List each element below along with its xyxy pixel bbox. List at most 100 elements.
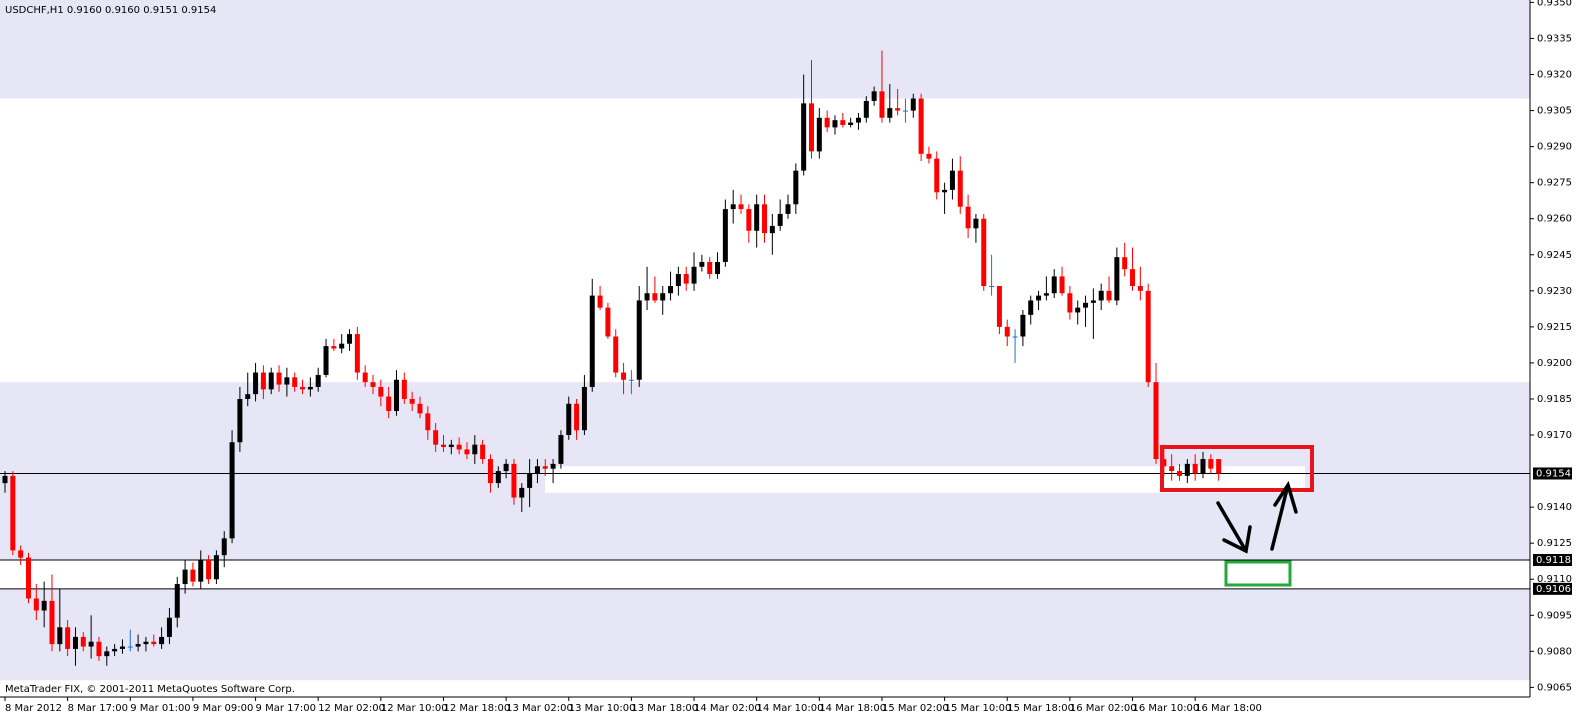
- y-tick-label: 0.9305: [1537, 106, 1572, 117]
- arrows: [1216, 480, 1298, 554]
- candle-body: [816, 117, 822, 152]
- candle-body: [1130, 269, 1136, 287]
- candle-body: [668, 286, 674, 294]
- y-tick-label: 0.9065: [1537, 682, 1572, 693]
- x-tick-label: 12 Mar 18:00: [443, 703, 510, 714]
- candle-body: [119, 646, 125, 649]
- candle-body: [464, 449, 470, 455]
- candle-body: [10, 475, 16, 551]
- candle-body: [49, 600, 55, 645]
- x-tick-label: 9 Mar 09:00: [193, 703, 253, 714]
- candle-body: [715, 261, 721, 274]
- level-label-box: [1533, 467, 1572, 480]
- candle-body: [33, 598, 39, 611]
- candle-body: [973, 218, 979, 229]
- candle-body: [660, 293, 666, 301]
- candle-body: [777, 213, 783, 226]
- candle-body: [824, 117, 830, 128]
- y-tick-label: 0.9290: [1537, 142, 1572, 153]
- candle-body: [519, 487, 525, 498]
- candle-body: [370, 382, 376, 387]
- candle-body: [41, 600, 47, 611]
- candle-body: [2, 475, 8, 484]
- candle-body: [331, 346, 337, 349]
- candle-body: [57, 627, 63, 645]
- y-tick-label: 0.9230: [1537, 286, 1572, 297]
- x-tick-label: 13 Mar 02:00: [506, 703, 573, 714]
- candle-body: [88, 641, 94, 647]
- candle-body: [1177, 471, 1182, 476]
- candle-body: [1216, 459, 1222, 474]
- candle-body: [1059, 276, 1065, 294]
- candle-body: [910, 98, 916, 111]
- y-tick-label: 0.9260: [1537, 214, 1572, 225]
- green-box: [1224, 560, 1292, 587]
- candle-body: [965, 206, 971, 229]
- candle-body: [1208, 459, 1214, 469]
- candle-body: [542, 466, 548, 469]
- candle-body: [840, 120, 846, 125]
- candle-body: [409, 398, 415, 404]
- candle-body: [182, 569, 188, 585]
- level-label-box: [1533, 582, 1572, 595]
- candle-body: [425, 413, 431, 431]
- candle-body: [683, 273, 689, 284]
- zones: [0, 0, 1530, 681]
- candle-body: [957, 170, 963, 207]
- y-tick-label: 0.9140: [1537, 502, 1572, 513]
- candle-body: [754, 204, 760, 231]
- candle-body: [433, 430, 439, 445]
- zone: [0, 588, 1530, 681]
- level-label: 0.9106: [1536, 584, 1571, 595]
- candle-body: [707, 261, 713, 274]
- x-tick-label: 9 Mar 01:00: [130, 703, 190, 714]
- level-label-box: [1533, 554, 1572, 567]
- y-tick-label: 0.9095: [1537, 610, 1572, 621]
- candle-body: [1106, 290, 1112, 301]
- y-tick-label: 0.9170: [1537, 430, 1572, 441]
- candle-body: [18, 550, 24, 558]
- candle-body: [151, 641, 157, 645]
- candle-body: [143, 641, 149, 645]
- candle-body: [934, 158, 940, 193]
- arrow-down: [1216, 501, 1252, 554]
- candle-body: [801, 103, 807, 171]
- candle-body: [644, 293, 650, 301]
- x-tick-label: 9 Mar 17:00: [256, 703, 316, 714]
- candle-body: [448, 444, 454, 448]
- candle-body: [722, 209, 728, 262]
- y-tick-label: 0.9185: [1537, 394, 1572, 405]
- candle-body: [190, 569, 196, 582]
- y-tick-label: 0.9245: [1537, 250, 1572, 261]
- candle-body: [96, 641, 102, 657]
- candle-body: [284, 377, 290, 385]
- candle-body: [394, 379, 399, 411]
- candle-body: [112, 648, 118, 652]
- x-tick-label: 14 Mar 18:00: [819, 703, 886, 714]
- candle-body: [902, 110, 908, 112]
- candle-body: [323, 346, 329, 375]
- candle-body: [276, 372, 282, 385]
- candle-body: [511, 463, 517, 498]
- candle-body: [174, 584, 180, 618]
- x-tick-label: 15 Mar 10:00: [945, 703, 1012, 714]
- candle-body: [762, 204, 768, 234]
- candle-body: [1004, 326, 1010, 337]
- candle-body: [1098, 290, 1104, 301]
- candle-body: [738, 204, 744, 210]
- candle-body: [1028, 300, 1034, 315]
- x-tick-label: 12 Mar 10:00: [381, 703, 448, 714]
- candle-body: [104, 651, 110, 657]
- candle-body: [996, 286, 1002, 327]
- candle-body: [221, 538, 227, 556]
- y-tick-label: 0.9110: [1537, 574, 1572, 585]
- candle-body: [527, 473, 533, 488]
- x-tick-label: 8 Mar 2012: [5, 703, 62, 714]
- candle-body: [25, 557, 31, 599]
- candle-body: [574, 403, 580, 431]
- candle-body: [378, 386, 384, 397]
- candle-body: [300, 386, 306, 390]
- candle-body: [480, 444, 486, 460]
- candle-body: [1137, 286, 1143, 291]
